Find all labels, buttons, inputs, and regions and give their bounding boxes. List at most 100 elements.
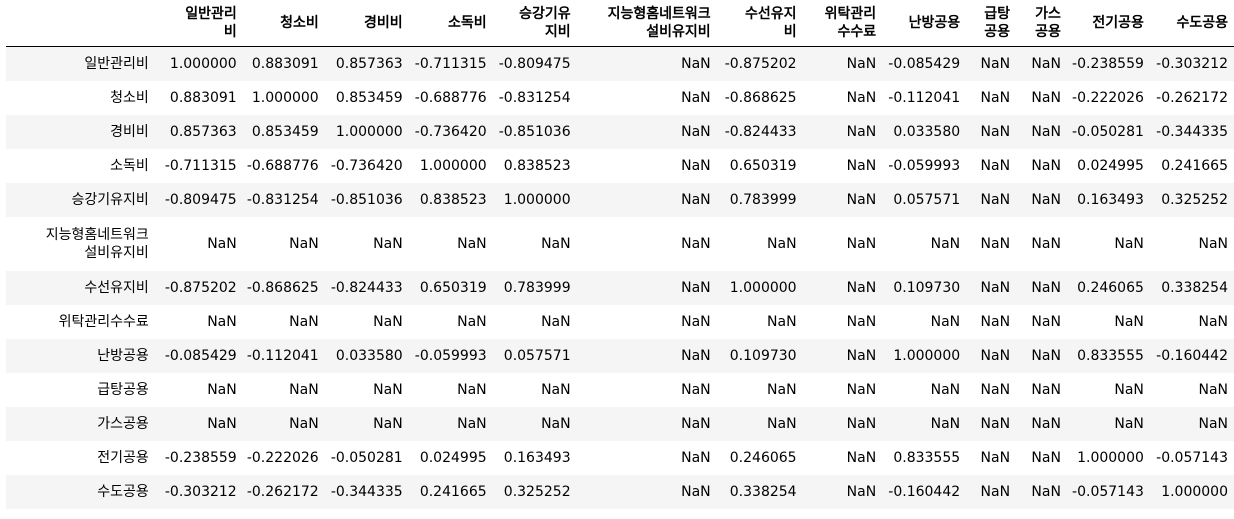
column-header-line: 청소비 bbox=[280, 15, 319, 31]
table-cell: NaN bbox=[1031, 381, 1061, 398]
table-cell: 0.241665 bbox=[419, 483, 487, 500]
table-cell: 0.241665 bbox=[1161, 157, 1228, 174]
table-cell: NaN bbox=[930, 415, 961, 432]
table-cell: 0.057571 bbox=[503, 347, 571, 364]
row-label: 가스공용 bbox=[6, 407, 155, 441]
table-cell: -0.262172 bbox=[246, 483, 319, 500]
table-cell: -0.160442 bbox=[1156, 347, 1228, 364]
table-row: 일반관리비 1.000000 0.883091 0.857363 -0.711315 -0… bbox=[6, 46, 1234, 81]
column-header-line: 공용 bbox=[984, 24, 1011, 40]
column-header-line: 가스 bbox=[1035, 6, 1061, 22]
column-header-line: 비 bbox=[783, 24, 797, 40]
row-label-line: 수도공용 bbox=[97, 483, 149, 500]
table-body: 일반관리비 1.000000 0.883091 0.857363 -0.711315 -0… bbox=[6, 46, 1234, 509]
table-cell: NaN bbox=[541, 381, 571, 398]
table-cell: NaN bbox=[1114, 313, 1144, 330]
table-cell: NaN bbox=[1031, 191, 1061, 208]
row-label: 지능형홈네트워크 설비유지비 bbox=[6, 217, 155, 271]
table-cell: 0.783999 bbox=[729, 191, 797, 208]
row-label-line: 소독비 bbox=[110, 157, 149, 174]
table-cell: -0.711315 bbox=[414, 55, 487, 72]
row-label: 수도공용 bbox=[6, 475, 155, 509]
column-header-line: 일반관리 bbox=[185, 6, 237, 22]
column-header-line: 승강기유 bbox=[519, 6, 571, 22]
table-cell: -0.875202 bbox=[164, 279, 237, 296]
row-label-line: 청소비 bbox=[110, 89, 149, 106]
column-header: 경비비 bbox=[324, 0, 409, 47]
table-row: 소독비 -0.711315 -0.688776 -0.736420 1.000000 0.… bbox=[6, 148, 1234, 183]
column-header-line: 난방공용 bbox=[908, 15, 961, 31]
table-cell: 0.024995 bbox=[419, 449, 487, 466]
table-cell: NaN bbox=[846, 483, 877, 500]
table-cell: NaN bbox=[980, 235, 1011, 252]
table-cell: -0.344335 bbox=[1156, 123, 1228, 140]
table-cell: NaN bbox=[207, 235, 237, 252]
table-cell: NaN bbox=[980, 279, 1011, 296]
table-cell: NaN bbox=[681, 279, 711, 296]
table-cell: NaN bbox=[767, 235, 797, 252]
table-cell: -0.085429 bbox=[164, 347, 237, 364]
column-header-line: 공용 bbox=[1035, 24, 1061, 40]
table-cell: NaN bbox=[681, 191, 711, 208]
table-row: 위탁관리수수료 NaN NaN NaN NaN NaN NaN NaN NaN NaN NaN NaN… bbox=[6, 304, 1234, 339]
table-cell: NaN bbox=[1031, 415, 1061, 432]
table-cell: NaN bbox=[289, 415, 319, 432]
table-cell: -0.688776 bbox=[246, 157, 319, 174]
table-cell: NaN bbox=[681, 381, 711, 398]
table-cell: NaN bbox=[980, 347, 1011, 364]
row-label-line: 위탁관리수수료 bbox=[58, 313, 149, 330]
table-cell: -0.809475 bbox=[498, 55, 571, 72]
table-cell: NaN bbox=[541, 235, 571, 252]
table-cell: NaN bbox=[980, 313, 1011, 330]
table-cell: NaN bbox=[1031, 123, 1061, 140]
table-cell: NaN bbox=[457, 235, 487, 252]
table-cell: -0.875202 bbox=[724, 55, 797, 72]
table-row: 가스공용 NaN NaN NaN NaN NaN NaN NaN NaN NaN NaN NaN NaN… bbox=[6, 406, 1234, 441]
table-cell: -0.809475 bbox=[164, 191, 237, 208]
table-cell: NaN bbox=[930, 381, 961, 398]
column-header: 위탁관리 수수료 bbox=[802, 0, 883, 47]
row-label: 소독비 bbox=[6, 149, 155, 183]
table-cell: NaN bbox=[681, 123, 711, 140]
row-label-line: 난방공용 bbox=[97, 347, 149, 364]
column-header-line: 수도공용 bbox=[1176, 15, 1228, 31]
table-cell: NaN bbox=[1031, 483, 1061, 500]
row-label-line: 가스공용 bbox=[97, 415, 149, 432]
row-label: 승강기유지비 bbox=[6, 183, 155, 217]
table-row: 급탕공용 NaN NaN NaN NaN NaN NaN NaN NaN NaN NaN NaN NaN… bbox=[6, 372, 1234, 407]
table-cell: NaN bbox=[930, 313, 961, 330]
table-row: 승강기유지비 -0.809475 -0.831254 -0.851036 0.83852… bbox=[6, 182, 1234, 217]
table-cell: 1.000000 bbox=[893, 347, 961, 364]
table-cell: NaN bbox=[457, 415, 487, 432]
table-cell: 1.000000 bbox=[1161, 483, 1228, 500]
table-cell: 1.000000 bbox=[503, 191, 571, 208]
column-header-line: 지비 bbox=[544, 24, 571, 40]
table-cell: NaN bbox=[1031, 347, 1061, 364]
table-cell: NaN bbox=[980, 123, 1011, 140]
table-cell: 0.338254 bbox=[729, 483, 797, 500]
column-header: 급탕 공용 bbox=[966, 0, 1017, 47]
table-cell: NaN bbox=[1114, 381, 1144, 398]
column-header: 난방공용 bbox=[882, 0, 967, 47]
table-cell: 0.163493 bbox=[503, 449, 571, 466]
table-cell: 1.000000 bbox=[1077, 449, 1144, 466]
table-cell: -0.050281 bbox=[1072, 123, 1144, 140]
table-cell: 0.246065 bbox=[1077, 279, 1144, 296]
column-header: 수도공용 bbox=[1149, 0, 1234, 47]
table-cell: 0.650319 bbox=[729, 157, 797, 174]
table-cell: 0.650319 bbox=[419, 279, 487, 296]
row-label: 경비비 bbox=[6, 115, 155, 149]
table-cell: NaN bbox=[681, 55, 711, 72]
table-cell: -0.112041 bbox=[246, 347, 319, 364]
table-cell: 1.000000 bbox=[169, 55, 237, 72]
table-row: 지능형홈네트워크 설비유지비 NaN NaN NaN NaN NaN NaN NaN NaN NaN… bbox=[6, 216, 1234, 271]
table-cell: NaN bbox=[1114, 235, 1144, 252]
row-label: 전기공용 bbox=[6, 441, 155, 475]
table-cell: -0.050281 bbox=[330, 449, 403, 466]
table-cell: NaN bbox=[289, 381, 319, 398]
column-header: 소독비 bbox=[408, 0, 493, 47]
column-header-line: 수선유지 bbox=[745, 6, 797, 22]
table-cell: NaN bbox=[846, 347, 877, 364]
